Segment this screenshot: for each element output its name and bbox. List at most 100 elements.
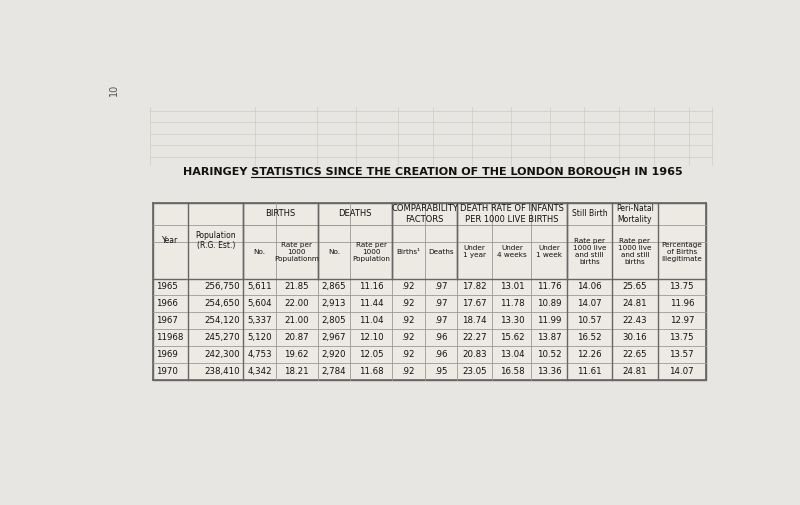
Text: 24.81: 24.81 bbox=[622, 367, 647, 376]
Text: Births¹: Births¹ bbox=[396, 248, 420, 255]
Text: 4,753: 4,753 bbox=[247, 350, 272, 359]
Text: BIRTHS: BIRTHS bbox=[266, 210, 296, 218]
Text: 11.16: 11.16 bbox=[359, 282, 383, 291]
Text: No.: No. bbox=[328, 248, 340, 255]
Text: 22.00: 22.00 bbox=[284, 299, 309, 309]
Text: Under
1 year: Under 1 year bbox=[463, 245, 486, 258]
Text: 22.43: 22.43 bbox=[622, 316, 647, 325]
Text: 13.87: 13.87 bbox=[537, 333, 562, 342]
Text: 12.10: 12.10 bbox=[359, 333, 383, 342]
Text: Population
(R.G. Est.): Population (R.G. Est.) bbox=[195, 231, 236, 250]
Text: 24.81: 24.81 bbox=[622, 299, 647, 309]
Text: .92: .92 bbox=[402, 282, 415, 291]
Text: 11.61: 11.61 bbox=[578, 367, 602, 376]
Text: 23.05: 23.05 bbox=[462, 367, 487, 376]
Text: 13.04: 13.04 bbox=[499, 350, 524, 359]
Text: 12.05: 12.05 bbox=[359, 350, 383, 359]
Text: 10: 10 bbox=[109, 84, 119, 96]
Text: 11.76: 11.76 bbox=[537, 282, 562, 291]
Text: 1965: 1965 bbox=[156, 282, 178, 291]
Text: 20.87: 20.87 bbox=[284, 333, 309, 342]
Text: 1969: 1969 bbox=[156, 350, 178, 359]
Text: 14.07: 14.07 bbox=[670, 367, 694, 376]
Text: 1966: 1966 bbox=[156, 299, 178, 309]
Text: Peri-Natal
Mortality: Peri-Natal Mortality bbox=[616, 204, 654, 224]
Text: 17.82: 17.82 bbox=[462, 282, 487, 291]
Text: Rate per
1000 live
and still
births: Rate per 1000 live and still births bbox=[573, 238, 606, 265]
Text: Year: Year bbox=[162, 236, 178, 245]
Text: 13.75: 13.75 bbox=[670, 333, 694, 342]
Text: 21.00: 21.00 bbox=[284, 316, 309, 325]
Text: 11.99: 11.99 bbox=[537, 316, 562, 325]
Text: 11.04: 11.04 bbox=[359, 316, 383, 325]
Text: .92: .92 bbox=[402, 350, 415, 359]
Text: 11.44: 11.44 bbox=[359, 299, 383, 309]
Text: 11.78: 11.78 bbox=[499, 299, 524, 309]
Text: 5,604: 5,604 bbox=[247, 299, 272, 309]
Text: 2,920: 2,920 bbox=[322, 350, 346, 359]
Text: 13.75: 13.75 bbox=[670, 282, 694, 291]
Text: 242,300: 242,300 bbox=[205, 350, 240, 359]
Text: 5,120: 5,120 bbox=[247, 333, 272, 342]
Text: Under
1 week: Under 1 week bbox=[536, 245, 562, 258]
Text: 10.57: 10.57 bbox=[578, 316, 602, 325]
Text: 1967: 1967 bbox=[156, 316, 178, 325]
Text: 254,650: 254,650 bbox=[205, 299, 240, 309]
Text: 13.57: 13.57 bbox=[670, 350, 694, 359]
Text: 10.52: 10.52 bbox=[537, 350, 562, 359]
Text: 13.01: 13.01 bbox=[499, 282, 524, 291]
Text: 2,865: 2,865 bbox=[322, 282, 346, 291]
Text: 245,270: 245,270 bbox=[205, 333, 240, 342]
Text: 5,611: 5,611 bbox=[247, 282, 272, 291]
Text: 2,913: 2,913 bbox=[322, 299, 346, 309]
Text: .97: .97 bbox=[434, 299, 447, 309]
Text: 25.65: 25.65 bbox=[622, 282, 647, 291]
Text: Rate per
1000
Population: Rate per 1000 Population bbox=[352, 241, 390, 262]
Text: No.: No. bbox=[254, 248, 266, 255]
Text: .92: .92 bbox=[402, 316, 415, 325]
Text: 238,410: 238,410 bbox=[205, 367, 240, 376]
Text: 2,784: 2,784 bbox=[322, 367, 346, 376]
Text: .92: .92 bbox=[402, 333, 415, 342]
Text: 16.58: 16.58 bbox=[499, 367, 524, 376]
Text: 13.30: 13.30 bbox=[499, 316, 524, 325]
Text: .92: .92 bbox=[402, 299, 415, 309]
Text: 12.26: 12.26 bbox=[578, 350, 602, 359]
Text: 2,805: 2,805 bbox=[322, 316, 346, 325]
Text: 18.74: 18.74 bbox=[462, 316, 487, 325]
Text: 254,120: 254,120 bbox=[205, 316, 240, 325]
Text: .96: .96 bbox=[434, 350, 447, 359]
Text: 4,342: 4,342 bbox=[247, 367, 272, 376]
Text: 18.21: 18.21 bbox=[284, 367, 309, 376]
Bar bbox=[153, 203, 706, 380]
Text: 256,750: 256,750 bbox=[205, 282, 240, 291]
Text: 20.83: 20.83 bbox=[462, 350, 487, 359]
Text: Rate per
1000 live
and still
births: Rate per 1000 live and still births bbox=[618, 238, 652, 265]
Text: Deaths: Deaths bbox=[428, 248, 454, 255]
Text: 15.62: 15.62 bbox=[499, 333, 524, 342]
Text: 11.68: 11.68 bbox=[359, 367, 383, 376]
Text: Rate per
1000
Populationm: Rate per 1000 Populationm bbox=[274, 241, 319, 262]
Text: 22.65: 22.65 bbox=[622, 350, 647, 359]
Text: 12.97: 12.97 bbox=[670, 316, 694, 325]
Text: 14.06: 14.06 bbox=[578, 282, 602, 291]
Text: DEATH RATE OF INFANTS
PER 1000 LIVE BIRTHS: DEATH RATE OF INFANTS PER 1000 LIVE BIRT… bbox=[460, 204, 564, 224]
Text: Percentage
of Births
Illegitimate: Percentage of Births Illegitimate bbox=[662, 241, 702, 262]
Text: 11.96: 11.96 bbox=[670, 299, 694, 309]
Text: 30.16: 30.16 bbox=[622, 333, 647, 342]
Text: 21.85: 21.85 bbox=[284, 282, 309, 291]
Text: 11968: 11968 bbox=[156, 333, 183, 342]
Text: .95: .95 bbox=[434, 367, 447, 376]
Text: .97: .97 bbox=[434, 316, 447, 325]
Text: 17.67: 17.67 bbox=[462, 299, 487, 309]
Text: 2,967: 2,967 bbox=[322, 333, 346, 342]
Text: 10.89: 10.89 bbox=[537, 299, 562, 309]
Text: Under
4 weeks: Under 4 weeks bbox=[497, 245, 526, 258]
Text: COMPARABILITY
FACTORS: COMPARABILITY FACTORS bbox=[391, 204, 458, 224]
Text: .92: .92 bbox=[402, 367, 415, 376]
Text: 5,337: 5,337 bbox=[247, 316, 272, 325]
Text: Still Birth: Still Birth bbox=[572, 210, 607, 218]
Text: 14.07: 14.07 bbox=[578, 299, 602, 309]
Text: 22.27: 22.27 bbox=[462, 333, 487, 342]
Text: .97: .97 bbox=[434, 282, 447, 291]
